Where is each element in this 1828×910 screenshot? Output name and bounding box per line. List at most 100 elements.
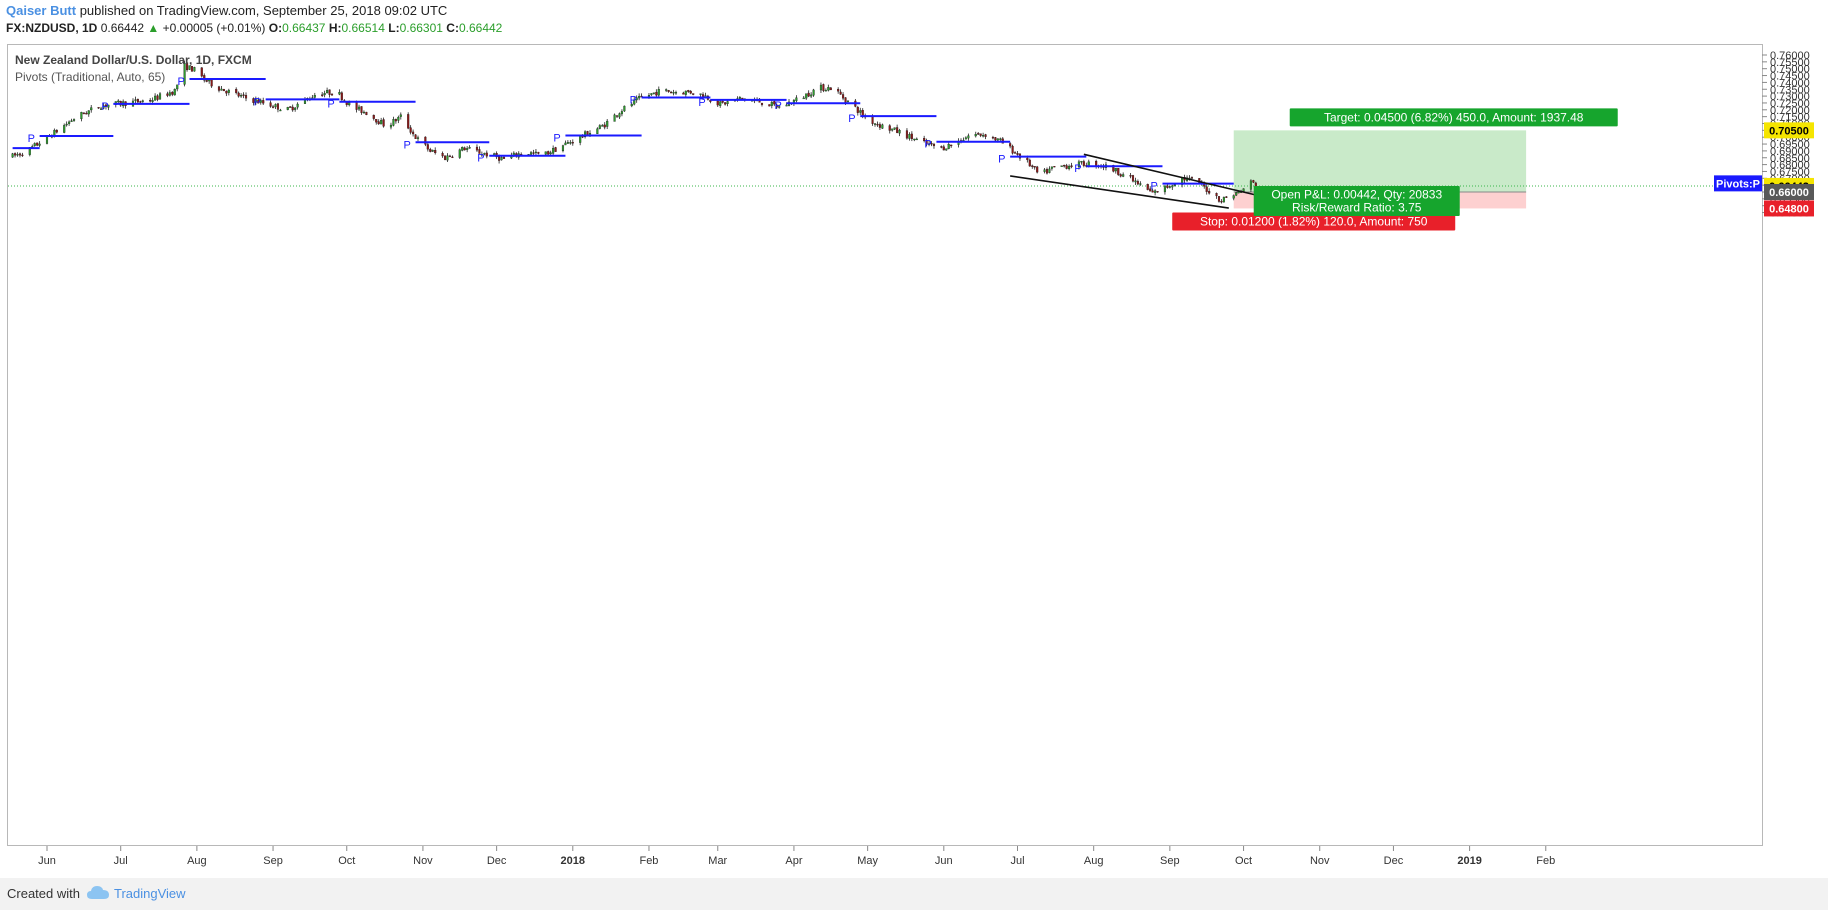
pivot-marker: P (1150, 181, 1157, 193)
candle-body (549, 152, 552, 155)
candle-body (1208, 190, 1211, 194)
candle-body (1134, 180, 1137, 183)
candle-body (630, 104, 633, 107)
candle-body (1154, 190, 1157, 193)
candle-body (1156, 191, 1159, 193)
tradingview-cloud-icon (87, 886, 109, 899)
candle-body (979, 133, 982, 136)
candle-body (16, 154, 19, 156)
candle-body (844, 97, 847, 103)
high-label: H: (328, 21, 342, 35)
candle-body (461, 147, 464, 151)
candle-body (893, 127, 896, 130)
candle-body (429, 149, 432, 152)
candle-body (372, 114, 375, 119)
pivot-marker: P (327, 99, 334, 111)
candle-body (151, 100, 154, 102)
x-tick-label: Jun (935, 855, 953, 867)
candle-body (365, 111, 368, 116)
candle-body (274, 104, 277, 108)
low-value: 0.66301 (399, 21, 443, 35)
candle-body (104, 104, 108, 107)
tradingview-link[interactable]: TradingView (114, 886, 186, 901)
candle-body (655, 91, 658, 96)
candle-body (569, 142, 572, 144)
candle-body (925, 140, 928, 144)
candle-body (876, 123, 879, 126)
candle-body (227, 89, 230, 93)
candle-body (996, 138, 999, 141)
candle-body (908, 134, 911, 139)
candle-body (424, 136, 427, 145)
candle-body (1119, 174, 1122, 177)
pivot-price-tag: Pivots:P (1714, 175, 1762, 192)
candle-body (1205, 186, 1208, 192)
candle-body (210, 79, 213, 87)
target-price-tag: 0.70500 (1764, 122, 1814, 139)
x-tick-label: Sep (1160, 855, 1180, 867)
candle-body (328, 89, 331, 95)
x-tick-label: Dec (487, 855, 507, 867)
trendline (1083, 153, 1261, 197)
pivot-marker: P (698, 97, 705, 109)
candle-body (822, 84, 825, 91)
candle-body (682, 92, 685, 95)
candle-body (1252, 180, 1255, 183)
candle-body (68, 121, 71, 124)
candle-body (888, 125, 891, 131)
candle-body (724, 102, 727, 105)
candle-body (441, 153, 444, 157)
candle-body (856, 107, 859, 113)
candle-body (1117, 168, 1120, 175)
candle-body (141, 100, 144, 102)
candle-body (294, 107, 297, 110)
candle-body (289, 106, 292, 108)
entry-price-tag: 0.66000 (1764, 184, 1814, 200)
candle-body (687, 90, 690, 92)
plot-area: P P P P P P P P P P P P P P P P (8, 60, 1762, 209)
y-tick-label: 0.75500 (1770, 57, 1810, 69)
author-link[interactable]: Qaiser Butt (6, 3, 77, 18)
candle-body (458, 149, 461, 158)
target-label: Target: 0.04500 (6.82%) 450.0, Amount: 1… (1289, 108, 1618, 127)
candle-body (200, 67, 203, 77)
candle-body (18, 153, 22, 156)
candle-body (183, 63, 186, 85)
candle-body (633, 99, 636, 105)
footer: Created with TradingView (0, 878, 1828, 910)
candle-body (768, 104, 771, 107)
candle-body (85, 112, 88, 115)
pivot-marker: P (178, 76, 185, 88)
candle-body (1026, 157, 1029, 161)
candle-body (945, 148, 948, 151)
candle-body (139, 101, 142, 103)
candle-body (348, 102, 351, 106)
candle-body (1065, 165, 1068, 169)
candle-body (330, 93, 334, 96)
candle-body (259, 100, 262, 103)
pnl-label-bg (1253, 186, 1460, 216)
candle-body (1235, 192, 1238, 196)
candle-body (738, 97, 741, 99)
pivot-marker: P (630, 94, 637, 106)
x-axis: Jun Jul Aug Sep Oct Nov Dec 2018 Feb Mar Apr May Jun… (38, 846, 1555, 867)
candle-body (552, 148, 555, 154)
y-tick-label: 0.73500 (1770, 84, 1810, 96)
candle-body (795, 97, 798, 102)
candle-body (262, 100, 265, 104)
candle-body (601, 125, 604, 127)
candle-body (291, 106, 294, 111)
candle-body (871, 116, 874, 124)
candle-body (554, 147, 557, 152)
candle-body (647, 95, 651, 97)
x-tick-label: Feb (1536, 855, 1555, 867)
candle-body (399, 114, 402, 117)
chart-frame[interactable] (7, 44, 1763, 846)
candle-body (80, 111, 83, 120)
candle-body (1028, 159, 1031, 167)
candle-body (667, 90, 670, 92)
candle-body (279, 109, 282, 112)
candle-body (338, 92, 341, 95)
candle-body (1131, 175, 1135, 182)
